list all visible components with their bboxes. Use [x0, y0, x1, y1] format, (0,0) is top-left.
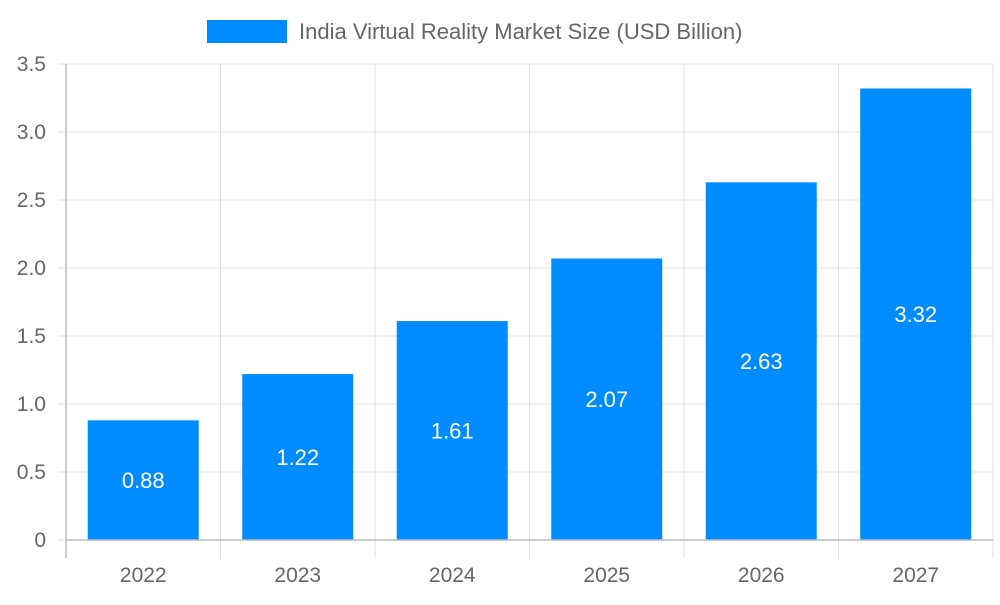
- legend: India Virtual Reality Market Size (USD B…: [207, 19, 742, 44]
- data-label: 3.32: [894, 302, 937, 327]
- y-tick-label: 2.5: [17, 189, 46, 212]
- y-tick-label: 0: [34, 529, 46, 552]
- bars: 0.88 1.22 1.61 2.07 2.63 3.32: [87, 88, 972, 540]
- x-tick-label: 2024: [429, 564, 476, 587]
- x-tick-label: 2023: [274, 564, 321, 587]
- legend-swatch: [207, 20, 287, 43]
- y-tick-label: 2.0: [17, 257, 46, 280]
- x-tick-label: 2027: [892, 564, 939, 587]
- bar-2026: [705, 182, 817, 540]
- y-tick-label: 3.0: [17, 121, 46, 144]
- data-label: 2.63: [740, 349, 783, 374]
- bar-2024: [396, 321, 508, 540]
- data-label: 1.22: [276, 445, 319, 470]
- axes: 0 0.5 1.0 1.5 2.0 2.5 3.0 3.5 2022 2023 2024 2025 20…: [17, 53, 993, 587]
- bar-2027: [860, 88, 972, 540]
- legend-label: India Virtual Reality Market Size (USD B…: [299, 19, 742, 44]
- y-tick-label: 1.0: [17, 393, 46, 416]
- bar-2023: [242, 374, 354, 540]
- data-label: 0.88: [122, 468, 165, 493]
- bar-2022: [87, 420, 199, 540]
- y-tick-label: 0.5: [17, 461, 46, 484]
- y-tick-label: 3.5: [17, 53, 46, 76]
- x-tick-label: 2025: [583, 564, 630, 587]
- bar-2025: [551, 258, 663, 540]
- data-label: 1.61: [431, 419, 474, 444]
- x-tick-label: 2026: [738, 564, 785, 587]
- grid: [66, 63, 994, 558]
- x-tick-label: 2022: [120, 564, 167, 587]
- data-label: 2.07: [585, 387, 628, 412]
- y-tick-label: 1.5: [17, 325, 46, 348]
